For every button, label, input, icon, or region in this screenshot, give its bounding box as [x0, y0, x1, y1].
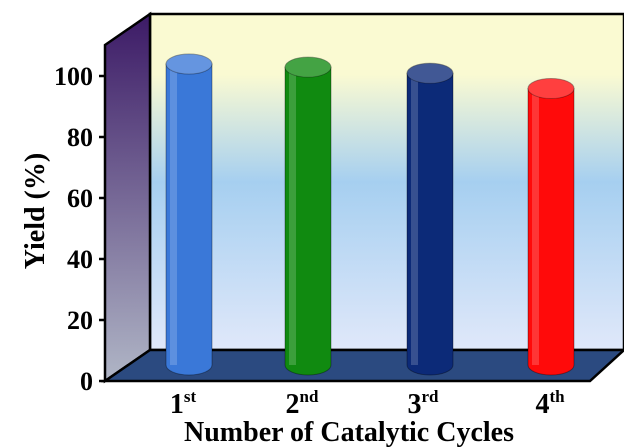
y-tick-label: 40 — [67, 245, 93, 274]
x-axis: 1st 2nd 3rd 4th — [170, 387, 565, 420]
bar — [527, 77, 575, 376]
y-tick-label: 100 — [54, 62, 93, 91]
y-tick-label: 20 — [67, 306, 93, 335]
x-tick-number: 4 — [535, 389, 549, 420]
x-tick-suffix: st — [184, 387, 197, 406]
y-tick-label: 60 — [67, 184, 93, 213]
bar-body — [165, 63, 213, 376]
x-tick-suffix: rd — [422, 387, 440, 406]
y-axis: 0 20 40 60 80 100 — [54, 62, 105, 396]
bar-highlight — [532, 88, 539, 365]
bar — [284, 56, 332, 376]
x-tick-label: 1st — [170, 387, 197, 420]
x-axis-label: Number of Catalytic Cycles — [184, 417, 514, 447]
y-tick-label: 80 — [67, 123, 93, 152]
x-tick-number: 1 — [170, 389, 184, 420]
y-axis-label: Yield (%) — [20, 153, 51, 269]
x-tick-number: 3 — [408, 389, 422, 420]
bars — [165, 53, 575, 376]
bar-body — [284, 66, 332, 376]
bar-top-shine — [407, 63, 453, 84]
x-tick-suffix: th — [549, 387, 565, 406]
side-wall — [103, 11, 152, 384]
bar-top-shine — [166, 54, 212, 75]
bar-top — [284, 56, 332, 78]
x-tick-suffix: nd — [300, 387, 319, 406]
x-tick-label: 4th — [535, 387, 565, 420]
y-tick-label: 0 — [80, 367, 93, 396]
bar-highlight — [170, 64, 177, 366]
x-tick-label: 3rd — [408, 387, 440, 420]
x-tick-number: 2 — [286, 389, 300, 420]
bar-body — [406, 72, 454, 376]
bar-highlight — [289, 67, 296, 365]
bar-top — [406, 62, 454, 84]
bar-body — [527, 87, 575, 376]
bar-top-shine — [285, 57, 331, 78]
bar-top — [165, 53, 213, 75]
bar — [406, 62, 454, 376]
chart-floor — [100, 348, 624, 383]
bar — [165, 53, 213, 376]
bar-highlight — [411, 73, 418, 365]
bar-top — [527, 77, 575, 99]
bar-top-shine — [528, 78, 574, 99]
x-tick-label: 2nd — [286, 387, 319, 420]
